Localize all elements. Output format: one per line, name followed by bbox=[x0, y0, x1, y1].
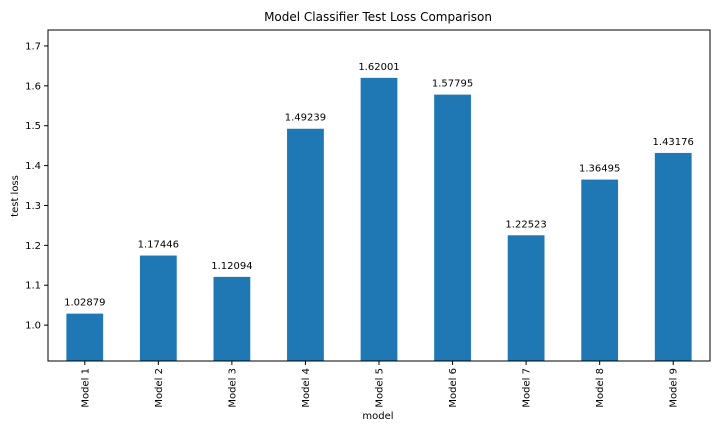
bar-5 bbox=[360, 77, 398, 361]
y-tick-label-7: 1.6 bbox=[25, 81, 41, 92]
x-tick-label-7: Model 7 bbox=[522, 368, 533, 408]
y-tick-label-8: 1.7 bbox=[25, 41, 41, 52]
bar-2 bbox=[139, 255, 177, 361]
y-tick-label-5: 1.4 bbox=[25, 161, 41, 172]
bar-value-label-9: 1.43176 bbox=[653, 137, 694, 148]
x-tick-label-5: Model 5 bbox=[375, 368, 386, 408]
x-tick-label-1: Model 1 bbox=[80, 368, 91, 408]
bar-value-label-6: 1.57795 bbox=[432, 79, 473, 90]
x-axis-title: model bbox=[362, 411, 393, 422]
bar-1 bbox=[66, 313, 104, 361]
bar-value-label-1: 1.02879 bbox=[64, 298, 105, 309]
bar-value-label-2: 1.17446 bbox=[138, 240, 179, 251]
x-tick-label-3: Model 3 bbox=[227, 368, 238, 408]
bar-value-label-8: 1.36495 bbox=[579, 164, 620, 175]
y-tick-label-1: 1.0 bbox=[25, 321, 41, 332]
x-tick-label-6: Model 6 bbox=[448, 368, 459, 408]
y-tick-label-4: 1.3 bbox=[25, 201, 41, 212]
x-tick-label-9: Model 9 bbox=[669, 368, 680, 408]
x-axis-ticks: Model 1 Model 2 Model 3 Model 4 Model 5 Model… bbox=[80, 361, 680, 408]
chart-title: Model Classifier Test Loss Comparison bbox=[264, 10, 492, 24]
bar-4 bbox=[287, 128, 324, 361]
x-tick-label-8: Model 8 bbox=[595, 368, 606, 408]
bar-value-label-7: 1.22523 bbox=[505, 219, 546, 230]
y-axis-ticks: 1.0 1.1 1.2 1.3 1.4 1.5 1.6 1.7 bbox=[25, 41, 48, 332]
bar-7 bbox=[507, 235, 545, 361]
plot-area-frame bbox=[47, 29, 711, 362]
y-tick-label-6: 1.5 bbox=[25, 121, 41, 132]
bar-value-label-3: 1.12094 bbox=[211, 261, 252, 272]
bar-labels-group: 1.02879 1.17446 1.12094 1.49239 1.62001 1.577… bbox=[64, 62, 694, 309]
bar-value-label-5: 1.62001 bbox=[358, 62, 399, 73]
x-tick-label-2: Model 2 bbox=[154, 368, 165, 408]
y-axis-title: test loss bbox=[10, 175, 21, 217]
y-tick-label-3: 1.2 bbox=[25, 241, 41, 252]
bar-8 bbox=[581, 179, 619, 361]
bar-3 bbox=[213, 276, 251, 361]
bars-group bbox=[66, 77, 692, 361]
bar-value-label-4: 1.49239 bbox=[285, 113, 326, 124]
bar-6 bbox=[434, 94, 471, 361]
y-tick-label-2: 1.1 bbox=[25, 281, 41, 292]
x-tick-label-4: Model 4 bbox=[301, 368, 312, 408]
bar-9 bbox=[654, 152, 692, 361]
